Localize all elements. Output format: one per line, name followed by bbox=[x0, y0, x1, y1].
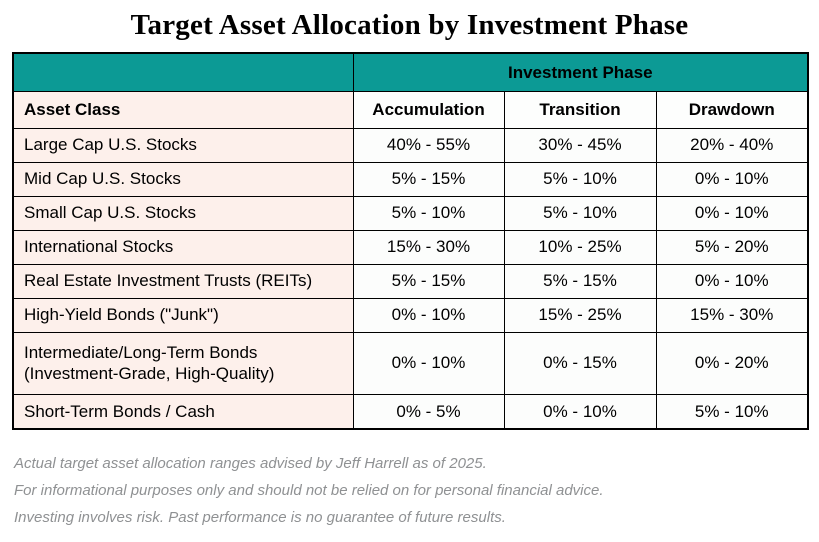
table-row: Mid Cap U.S. Stocks 5% - 15% 5% - 10% 0%… bbox=[12, 161, 809, 197]
asset-class-cell: Small Cap U.S. Stocks bbox=[12, 195, 354, 231]
column-header-row: Asset Class Accumulation Transition Draw… bbox=[12, 90, 809, 129]
accumulation-cell: 0% - 10% bbox=[352, 331, 505, 395]
footnote-line: Investing involves risk. Past performanc… bbox=[14, 509, 506, 526]
drawdown-cell: 20% - 40% bbox=[655, 127, 809, 163]
page-title: Target Asset Allocation by Investment Ph… bbox=[130, 9, 689, 41]
table-row: Small Cap U.S. Stocks 5% - 10% 5% - 10% … bbox=[12, 195, 809, 231]
accumulation-cell: 5% - 15% bbox=[352, 263, 505, 299]
accumulation-cell: 5% - 15% bbox=[352, 161, 505, 197]
accumulation-cell: 5% - 10% bbox=[352, 195, 505, 231]
drawdown-cell: 5% - 20% bbox=[655, 229, 809, 265]
column-header-asset-class: Asset Class bbox=[12, 90, 354, 129]
transition-cell: 5% - 10% bbox=[503, 195, 657, 231]
transition-cell: 5% - 15% bbox=[503, 263, 657, 299]
accumulation-cell: 15% - 30% bbox=[352, 229, 505, 265]
corner-spacer-cell bbox=[12, 52, 354, 92]
accumulation-cell: 40% - 55% bbox=[352, 127, 505, 163]
transition-cell: 15% - 25% bbox=[503, 297, 657, 333]
asset-class-cell: Mid Cap U.S. Stocks bbox=[12, 161, 354, 197]
allocation-table: Investment Phase Asset Class Accumulatio… bbox=[12, 52, 809, 430]
drawdown-cell: 0% - 10% bbox=[655, 161, 809, 197]
footnotes: Actual target asset allocation ranges ad… bbox=[14, 450, 819, 531]
asset-class-cell: Real Estate Investment Trusts (REITs) bbox=[12, 263, 354, 299]
column-header-accumulation: Accumulation bbox=[352, 90, 505, 129]
table-row: Large Cap U.S. Stocks 40% - 55% 30% - 45… bbox=[12, 127, 809, 163]
drawdown-cell: 0% - 20% bbox=[655, 331, 809, 395]
transition-cell: 0% - 10% bbox=[503, 393, 657, 430]
column-header-transition: Transition bbox=[503, 90, 657, 129]
footnote-line: For informational purposes only and shou… bbox=[14, 482, 604, 499]
group-header: Investment Phase bbox=[352, 52, 809, 92]
table-row: High-Yield Bonds ("Junk") 0% - 10% 15% -… bbox=[12, 297, 809, 333]
asset-class-cell: High-Yield Bonds ("Junk") bbox=[12, 297, 354, 333]
drawdown-cell: 5% - 10% bbox=[655, 393, 809, 430]
column-header-drawdown: Drawdown bbox=[655, 90, 809, 129]
transition-cell: 0% - 15% bbox=[503, 331, 657, 395]
drawdown-cell: 0% - 10% bbox=[655, 263, 809, 299]
transition-cell: 5% - 10% bbox=[503, 161, 657, 197]
asset-class-cell: International Stocks bbox=[12, 229, 354, 265]
asset-class-cell: Short-Term Bonds / Cash bbox=[12, 393, 354, 430]
table-row: International Stocks 15% - 30% 10% - 25%… bbox=[12, 229, 809, 265]
group-header-row: Investment Phase bbox=[12, 52, 809, 92]
footnote-line: Actual target asset allocation ranges ad… bbox=[14, 455, 487, 472]
accumulation-cell: 0% - 10% bbox=[352, 297, 505, 333]
table-row: Intermediate/Long-Term Bonds (Investment… bbox=[12, 331, 809, 395]
drawdown-cell: 15% - 30% bbox=[655, 297, 809, 333]
transition-cell: 10% - 25% bbox=[503, 229, 657, 265]
accumulation-cell: 0% - 5% bbox=[352, 393, 505, 430]
asset-class-cell: Large Cap U.S. Stocks bbox=[12, 127, 354, 163]
table-row: Short-Term Bonds / Cash 0% - 5% 0% - 10%… bbox=[12, 393, 809, 430]
table-row: Real Estate Investment Trusts (REITs) 5%… bbox=[12, 263, 809, 299]
asset-class-cell: Intermediate/Long-Term Bonds (Investment… bbox=[12, 331, 354, 395]
transition-cell: 30% - 45% bbox=[503, 127, 657, 163]
page: Target Asset Allocation by Investment Ph… bbox=[0, 9, 819, 542]
drawdown-cell: 0% - 10% bbox=[655, 195, 809, 231]
